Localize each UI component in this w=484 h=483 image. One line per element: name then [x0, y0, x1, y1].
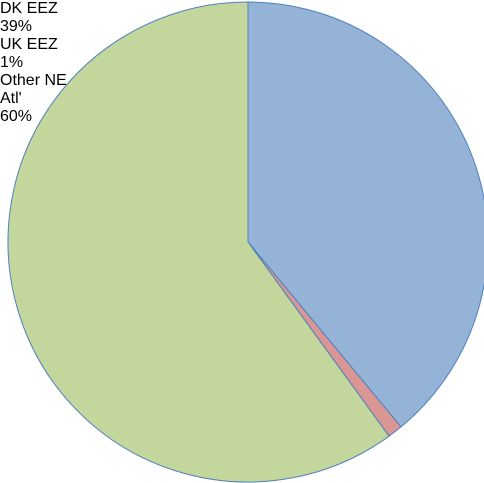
pie-slice — [7, 1, 390, 483]
category-label: Other NE Atl' — [0, 72, 67, 107]
slice-label: Other NE Atl' 60% — [0, 72, 84, 126]
slice-label: DK EEZ 39% — [0, 0, 60, 36]
category-label: DK EEZ — [0, 0, 58, 17]
value-label: 1% — [0, 54, 24, 71]
category-label: UK EEZ — [0, 36, 58, 53]
value-label: 60% — [0, 108, 33, 125]
slice-label: UK EEZ 1% — [0, 36, 60, 72]
value-label: 39% — [0, 18, 33, 35]
pie-slice — [247, 1, 484, 428]
